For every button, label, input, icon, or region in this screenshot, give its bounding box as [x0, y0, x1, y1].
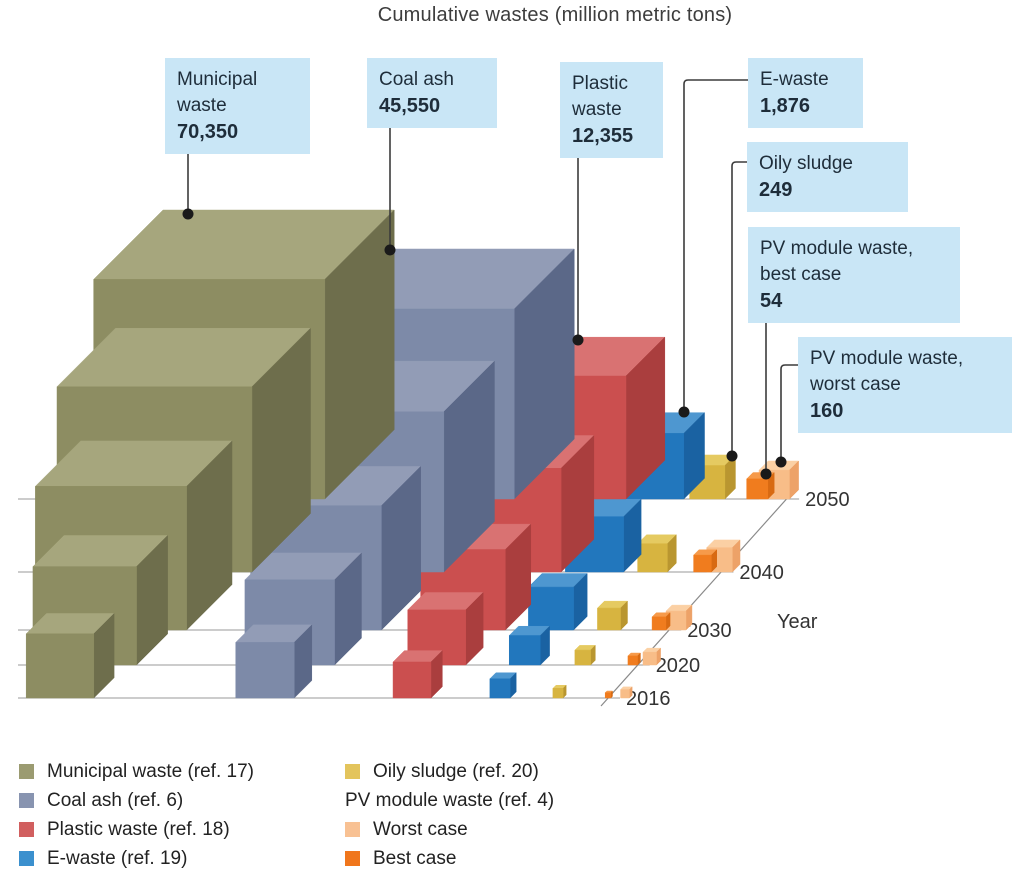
callout-label: PV module waste, best case: [760, 238, 914, 285]
leader-dot-pv_worst: [775, 456, 787, 468]
leader-line-oily_sludge: [731, 161, 747, 456]
bar-coal_ash-2016: [235, 624, 313, 699]
leader-dot-pv_best: [760, 468, 772, 480]
leader-dot-coal_ash: [384, 244, 396, 256]
bar-pv_best-2020: [627, 652, 642, 666]
bar-pv_worst-2030: [665, 604, 693, 631]
callout-value: 70,350: [177, 121, 239, 143]
municipal-swatch-icon: [19, 764, 34, 779]
leader-dot-oily_sludge: [726, 450, 738, 462]
year-axis-line: [600, 493, 792, 707]
legend-label: Coal ash (ref. 6): [47, 789, 184, 811]
legend-label: Worst case: [373, 818, 468, 840]
legend-label: PV module waste (ref. 4): [345, 789, 555, 811]
callout-label: Plastic waste: [572, 73, 628, 120]
bar-oily_sludge-2020: [574, 644, 596, 666]
legend-label: Plastic waste (ref. 18): [47, 818, 230, 840]
leader-dot-municipal: [182, 208, 194, 220]
chart-canvas: 2016 2020 2030 2040 2050 Year: [18, 79, 850, 710]
callout-label: Coal ash: [379, 69, 454, 90]
legend-item-e-waste: E-waste (ref. 19): [19, 844, 345, 870]
year-label-2030: 2030: [687, 620, 732, 642]
callout-oily-sludge: Oily sludge 249: [747, 142, 908, 212]
leader-line-ewaste: [683, 79, 748, 412]
year-label-2040: 2040: [739, 562, 784, 584]
callout-label: Municipal waste: [177, 69, 258, 116]
legend-item-oily-sludge: Oily sludge (ref. 20): [345, 757, 745, 786]
bar-pv_worst-2020: [642, 647, 662, 666]
legend-item-best-case: Best case: [345, 844, 745, 870]
callout-pv-best-case: PV module waste, best case 54: [748, 227, 960, 323]
bar-pv_best-2030: [651, 612, 671, 631]
axis-label-year: Year: [777, 611, 818, 633]
bar-pv_best-2040: [693, 549, 718, 573]
legend-column-left: Municipal waste (ref. 17) Coal ash (ref.…: [19, 757, 345, 870]
bar-ewaste-2030: [527, 572, 588, 631]
plastic-swatch-icon: [19, 822, 34, 837]
legend-item-coal-ash: Coal ash (ref. 6): [19, 786, 345, 815]
bar-ewaste-2016: [489, 672, 517, 699]
legend-item-worst-case: Worst case: [345, 815, 745, 844]
year-label-2016: 2016: [626, 688, 671, 710]
callout-plastic-waste: Plastic waste 12,355: [560, 62, 663, 158]
e-waste-swatch-icon: [19, 851, 34, 866]
callout-label: E-waste: [760, 69, 829, 90]
callout-label: Oily sludge: [759, 153, 853, 174]
legend-item-municipal: Municipal waste (ref. 17): [19, 757, 345, 786]
chart-title: Cumulative wastes (million metric tons): [377, 4, 733, 26]
bar-oily_sludge-2030: [596, 600, 629, 631]
legend-label: E-waste (ref. 19): [47, 847, 188, 869]
bar-pv_best-2050: [746, 471, 775, 500]
callout-label: PV module waste, worst case: [810, 348, 964, 395]
bar-oily_sludge-2016: [552, 684, 567, 699]
leader-dot-ewaste: [678, 406, 690, 418]
callout-value: 1,876: [760, 95, 811, 117]
callout-value: 12,355: [572, 125, 634, 147]
legend-item-plastic: Plastic waste (ref. 18): [19, 815, 345, 844]
callout-municipal-waste: Municipal waste 70,350: [165, 58, 310, 154]
bar-coal_ash-2020: [244, 552, 363, 666]
legend-column-right: Oily sludge (ref. 20) PV module waste (r…: [345, 757, 745, 870]
bar-oily_sludge-2040: [637, 534, 677, 573]
legend-label: Best case: [373, 847, 457, 869]
bar-plastic-2016: [392, 650, 443, 699]
callout-value: 45,550: [379, 95, 441, 117]
legend-label: Municipal waste (ref. 17): [47, 760, 254, 782]
callout-coal-ash: Coal ash 45,550: [367, 58, 497, 128]
year-label-2050: 2050: [805, 489, 850, 511]
callout-value: 160: [810, 400, 844, 422]
bar-pv_best-2016: [604, 690, 614, 699]
legend-item-pv-module-waste: PV module waste (ref. 4): [345, 786, 745, 815]
callout-e-waste: E-waste 1,876: [748, 58, 863, 128]
leader-dot-plastic: [572, 334, 584, 346]
bar-ewaste-2020: [508, 625, 551, 666]
callout-value: 249: [759, 179, 793, 201]
best-case-swatch-icon: [345, 851, 360, 866]
leader-line-pv_worst: [780, 364, 798, 462]
oily-sludge-swatch-icon: [345, 764, 360, 779]
callout-pv-worst-case: PV module waste, worst case 160: [798, 337, 1012, 433]
bar-pv_worst-2016: [619, 686, 633, 699]
coal-ash-swatch-icon: [19, 793, 34, 808]
worst-case-swatch-icon: [345, 822, 360, 837]
callout-value: 54: [760, 290, 783, 312]
legend-label: Oily sludge (ref. 20): [373, 760, 539, 782]
bar-municipal-2016: [25, 612, 115, 699]
year-label-2020: 2020: [656, 655, 701, 677]
